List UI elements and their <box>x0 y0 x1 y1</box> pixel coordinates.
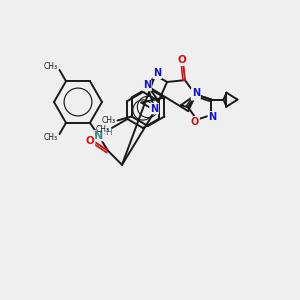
Text: CH₃: CH₃ <box>44 133 58 142</box>
Text: CH₃: CH₃ <box>44 62 58 71</box>
Text: CH₃: CH₃ <box>101 116 116 125</box>
Text: O: O <box>177 55 186 65</box>
Text: H: H <box>105 128 112 137</box>
Text: N: N <box>143 80 151 90</box>
Text: N: N <box>150 103 158 114</box>
Text: O: O <box>85 136 94 146</box>
Text: N: N <box>153 68 161 78</box>
Text: CH₃: CH₃ <box>96 124 110 134</box>
Text: N: N <box>208 112 217 122</box>
Text: N: N <box>192 88 200 98</box>
Text: N: N <box>94 131 103 141</box>
Text: O: O <box>191 117 199 127</box>
Text: N: N <box>191 90 200 100</box>
